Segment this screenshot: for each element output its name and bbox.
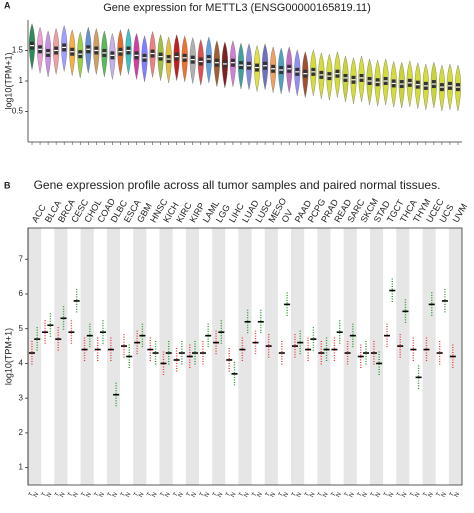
series-label: N bbox=[204, 492, 211, 499]
series-label: N bbox=[138, 492, 145, 499]
series-label: T bbox=[344, 492, 351, 498]
series-label: T bbox=[41, 492, 48, 498]
y-tick-label: 0.5 bbox=[12, 107, 24, 116]
y-tick-label: 4 bbox=[19, 359, 24, 368]
series-label: T bbox=[94, 492, 101, 498]
series-label: T bbox=[160, 492, 167, 498]
series-label: T bbox=[67, 492, 74, 498]
band bbox=[422, 228, 436, 485]
series-label: N bbox=[99, 492, 106, 499]
series-label: T bbox=[304, 492, 311, 498]
series-label: T bbox=[423, 492, 430, 498]
y-tick-label: 1 bbox=[19, 76, 24, 85]
band bbox=[159, 228, 173, 485]
category-label: UVM bbox=[451, 202, 470, 224]
y-tick-label: 1 bbox=[19, 463, 24, 472]
band bbox=[28, 228, 42, 485]
series-label: T bbox=[436, 492, 443, 498]
band bbox=[343, 228, 357, 485]
series-label: N bbox=[243, 492, 250, 499]
series-label: T bbox=[265, 492, 272, 498]
series-label: T bbox=[252, 492, 259, 498]
series-label: T bbox=[120, 492, 127, 498]
series-label: N bbox=[72, 492, 79, 499]
band bbox=[238, 228, 252, 485]
y-tick-label: 6 bbox=[19, 289, 24, 298]
series-label: T bbox=[330, 492, 337, 498]
y-tick-label: 2 bbox=[19, 428, 24, 437]
series-label: T bbox=[357, 492, 364, 498]
series-label: N bbox=[309, 492, 316, 499]
series-label: T bbox=[370, 492, 377, 498]
series-label: T bbox=[186, 492, 193, 498]
series-label: T bbox=[199, 492, 206, 498]
series-label: N bbox=[191, 492, 198, 499]
series-label: T bbox=[291, 492, 298, 498]
panel-label: A bbox=[4, 0, 11, 10]
series-label: T bbox=[81, 492, 88, 498]
series-label: N bbox=[257, 492, 264, 499]
band bbox=[212, 228, 226, 485]
panel-label: B bbox=[4, 180, 11, 190]
series-label: N bbox=[46, 492, 53, 499]
band bbox=[291, 228, 305, 485]
chart-title: Gene expression for METTL3 (ENSG00000165… bbox=[103, 2, 371, 14]
band bbox=[396, 228, 410, 485]
series-label: T bbox=[225, 492, 232, 498]
series-label: N bbox=[441, 492, 448, 499]
series-label: N bbox=[230, 492, 237, 499]
series-label: N bbox=[164, 492, 171, 499]
series-label: N bbox=[59, 492, 66, 499]
y-tick-label: 1.5 bbox=[12, 46, 24, 55]
series-label: N bbox=[427, 492, 434, 499]
series-label: N bbox=[86, 492, 93, 499]
series-label: T bbox=[173, 492, 180, 498]
band bbox=[106, 228, 121, 485]
series-label: N bbox=[388, 492, 395, 499]
series-label: N bbox=[178, 492, 185, 499]
series-label: N bbox=[414, 492, 421, 499]
series-label: T bbox=[146, 492, 153, 498]
series-label: N bbox=[296, 492, 303, 499]
y-tick-label: 5 bbox=[19, 324, 24, 333]
y-axis-label: log10(TPM+1) bbox=[3, 52, 13, 109]
series-label: T bbox=[449, 492, 456, 498]
series-label: T bbox=[396, 492, 403, 498]
series-label: T bbox=[212, 492, 219, 498]
series-label: N bbox=[375, 492, 382, 499]
series-label: N bbox=[349, 492, 356, 499]
series-label: N bbox=[270, 492, 277, 499]
y-tick-label: 3 bbox=[19, 393, 24, 402]
series-label: N bbox=[322, 492, 329, 499]
series-label: N bbox=[362, 492, 369, 499]
series-label: N bbox=[151, 492, 158, 499]
series-label: N bbox=[283, 492, 290, 499]
chart-title: Gene expression profile across all tumor… bbox=[34, 178, 441, 192]
series-label: T bbox=[409, 492, 416, 498]
series-label: T bbox=[278, 492, 285, 498]
series-label: N bbox=[125, 492, 132, 499]
band bbox=[317, 228, 331, 485]
series-label: T bbox=[28, 492, 35, 498]
series-label: T bbox=[383, 492, 390, 498]
band bbox=[369, 228, 384, 485]
y-tick-label: 7 bbox=[19, 254, 24, 263]
series-label: T bbox=[238, 492, 245, 498]
series-label: N bbox=[217, 492, 224, 499]
series-label: N bbox=[33, 492, 40, 499]
band bbox=[80, 228, 94, 485]
y-axis-label: log10(TPM+1) bbox=[3, 328, 13, 385]
series-label: T bbox=[54, 492, 61, 498]
band bbox=[264, 228, 278, 485]
series-label: N bbox=[454, 492, 461, 499]
series-label: N bbox=[112, 492, 119, 499]
band bbox=[54, 228, 68, 485]
series-label: T bbox=[107, 492, 114, 498]
series-label: T bbox=[317, 492, 324, 498]
series-label: T bbox=[133, 492, 140, 498]
series-label: N bbox=[335, 492, 342, 499]
band bbox=[133, 228, 147, 485]
series-label: N bbox=[401, 492, 408, 499]
